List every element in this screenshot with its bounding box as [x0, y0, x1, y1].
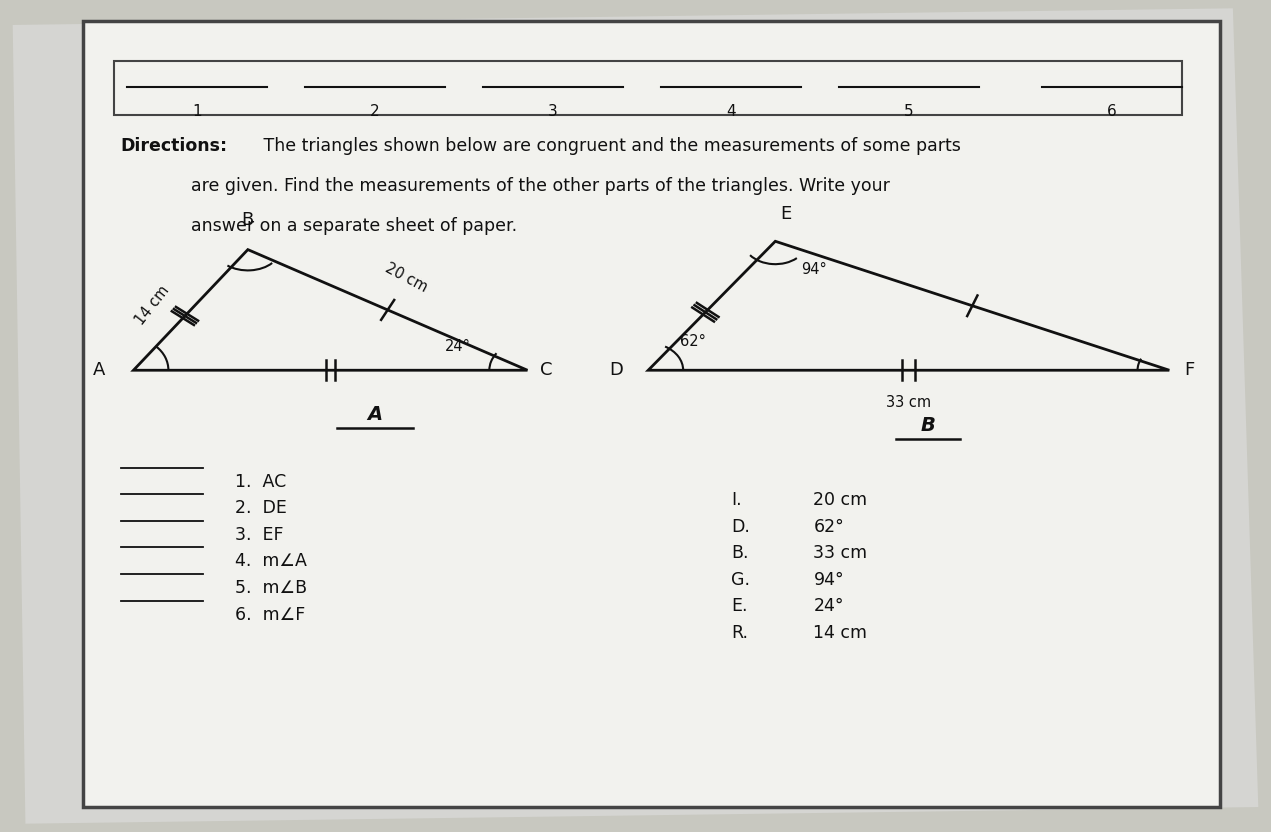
Text: I.: I. — [731, 491, 741, 509]
Text: A: A — [93, 361, 105, 379]
Text: 24°: 24° — [813, 597, 844, 616]
Text: B.: B. — [731, 544, 749, 562]
Text: 62°: 62° — [680, 334, 705, 349]
Text: 62°: 62° — [813, 518, 844, 536]
Text: 1.  AC: 1. AC — [235, 473, 286, 491]
Text: The triangles shown below are congruent and the measurements of some parts: The triangles shown below are congruent … — [258, 137, 961, 156]
Text: Directions:: Directions: — [121, 137, 228, 156]
Text: 14 cm: 14 cm — [813, 624, 867, 642]
Text: 20 cm: 20 cm — [813, 491, 868, 509]
Text: 2.  DE: 2. DE — [235, 499, 287, 518]
FancyBboxPatch shape — [83, 21, 1220, 807]
Text: 4.  m∠A: 4. m∠A — [235, 552, 308, 571]
Text: R.: R. — [731, 624, 747, 642]
Text: 14 cm: 14 cm — [132, 283, 173, 329]
Text: E.: E. — [731, 597, 747, 616]
Text: 20 cm: 20 cm — [383, 260, 431, 295]
Polygon shape — [13, 8, 1258, 824]
Text: B: B — [241, 210, 254, 229]
Text: F: F — [1185, 361, 1195, 379]
Text: A: A — [367, 405, 383, 424]
Text: 3: 3 — [548, 104, 558, 119]
Text: 94°: 94° — [813, 571, 844, 589]
Text: 94°: 94° — [801, 262, 826, 277]
Text: answer on a separate sheet of paper.: answer on a separate sheet of paper. — [191, 217, 517, 235]
Text: 5.  m∠B: 5. m∠B — [235, 579, 308, 597]
Text: C: C — [540, 361, 553, 379]
Text: 6: 6 — [1107, 104, 1117, 119]
Text: G.: G. — [731, 571, 750, 589]
Text: D.: D. — [731, 518, 750, 536]
Text: E: E — [780, 205, 791, 223]
Text: 6.  m∠F: 6. m∠F — [235, 606, 305, 624]
Text: 4: 4 — [726, 104, 736, 119]
Text: 3.  EF: 3. EF — [235, 526, 283, 544]
Text: 2: 2 — [370, 104, 380, 119]
Text: 33 cm: 33 cm — [813, 544, 868, 562]
Text: 33 cm: 33 cm — [886, 395, 932, 410]
Text: 1: 1 — [192, 104, 202, 119]
Text: 24°: 24° — [445, 339, 470, 354]
Text: 5: 5 — [904, 104, 914, 119]
Text: B: B — [920, 416, 935, 435]
Text: D: D — [609, 361, 623, 379]
Text: are given. Find the measurements of the other parts of the triangles. Write your: are given. Find the measurements of the … — [191, 177, 890, 196]
